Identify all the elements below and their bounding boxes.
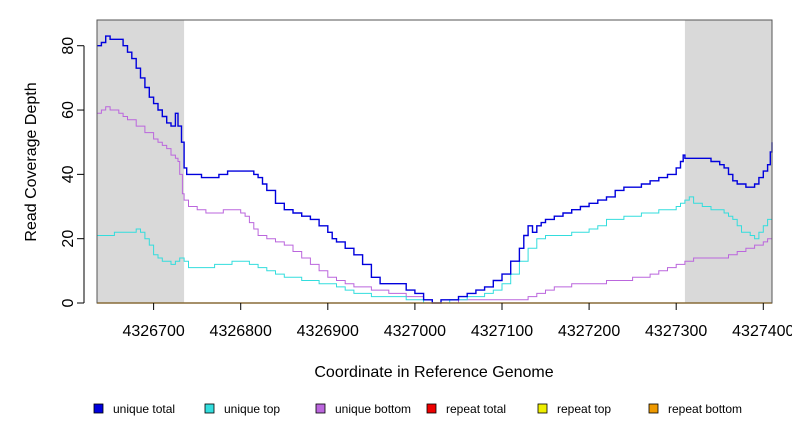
x-tick-label-1: 4326800: [210, 323, 272, 340]
x-axis: 4326700 4326800 4326900 4327000 4327100 43272…: [122, 303, 792, 340]
x-tick-label-0: 4326700: [122, 323, 184, 340]
legend-label-2: unique bottom: [335, 402, 411, 416]
legend-label-1: unique top: [224, 402, 280, 416]
x-tick-label-7: 4327400: [732, 323, 792, 340]
legend-swatch-4: [538, 404, 547, 413]
series-line-unique-top: [97, 197, 772, 303]
legend-label-5: repeat bottom: [668, 402, 742, 416]
y-tick-label-0: 0: [60, 298, 77, 307]
x-tick-label-5: 4327200: [558, 323, 620, 340]
series-line-unique-bottom: [97, 107, 772, 303]
x-tick-label-3: 4327000: [384, 323, 446, 340]
x-tick-label-6: 4327300: [645, 323, 707, 340]
y-axis-title: Read Coverage Depth: [23, 82, 40, 241]
y-tick-label-1: 20: [60, 230, 77, 248]
series-lines: [97, 36, 772, 303]
legend-label-4: repeat top: [557, 402, 611, 416]
legend-label-3: repeat total: [446, 402, 506, 416]
shaded-regions: [97, 20, 772, 303]
legend-label-0: unique total: [113, 402, 175, 416]
x-tick-label-4: 4327100: [471, 323, 533, 340]
legend-swatch-1: [205, 404, 214, 413]
legend-item-unique-top: unique top: [205, 402, 280, 416]
y-tick-label-2: 40: [60, 165, 77, 183]
legend: unique total unique top unique bottom repea…: [94, 402, 742, 416]
legend-item-repeat-top: repeat top: [538, 402, 611, 416]
legend-swatch-5: [649, 404, 658, 413]
plot-frame: [97, 20, 772, 303]
legend-swatch-0: [94, 404, 103, 413]
x-axis-title: Coordinate in Reference Genome: [314, 364, 553, 381]
legend-item-unique-total: unique total: [94, 402, 175, 416]
y-tick-label-4: 80: [60, 37, 77, 55]
legend-swatch-3: [427, 404, 436, 413]
legend-item-repeat-bottom: repeat bottom: [649, 402, 742, 416]
x-tick-label-2: 4326900: [297, 323, 359, 340]
shaded-region-0: [97, 20, 184, 303]
coverage-chart: 4326700 4326800 4326900 4327000 4327100 43272…: [0, 0, 792, 432]
legend-swatch-2: [316, 404, 325, 413]
y-axis: 0 20 40 60 80: [60, 37, 84, 308]
legend-item-unique-bottom: unique bottom: [316, 402, 411, 416]
shaded-region-1: [685, 20, 772, 303]
legend-item-repeat-total: repeat total: [427, 402, 506, 416]
y-tick-label-3: 60: [60, 101, 77, 119]
series-line-unique-total: [97, 36, 772, 303]
